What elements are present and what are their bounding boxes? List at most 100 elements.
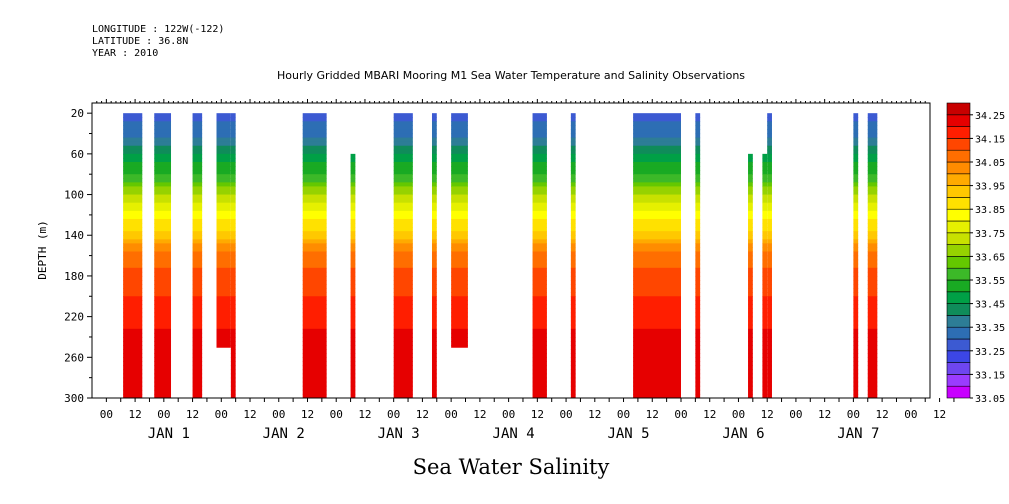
data-cell [431,353,437,358]
data-cell [123,284,143,289]
data-cell [154,255,172,261]
data-cell [230,300,236,306]
data-cell [767,381,772,387]
data-cell [431,206,437,212]
data-cell [302,129,327,135]
data-cell [853,202,859,208]
data-cell [695,263,701,269]
data-cell [393,235,413,240]
data-cell [451,263,468,269]
data-cell [570,149,576,155]
data-cell [695,328,701,334]
data-cell [350,328,356,334]
data-cell [123,206,143,212]
data-cell [451,141,468,147]
data-cell [570,271,576,277]
data-cell [216,149,231,155]
data-cell [748,206,753,212]
data-cell [532,190,547,196]
plot-border [91,102,931,399]
data-cell [154,149,172,155]
data-cell [695,288,701,293]
data-cell [393,324,413,330]
data-cell [762,263,768,269]
data-cell [853,284,859,289]
data-cell [154,304,172,310]
data-cell [123,320,143,326]
data-cell [451,166,468,171]
data-cell [867,239,878,244]
colorbar-label: 33.35 [975,323,1005,334]
data-cell [123,389,143,395]
data-cell [154,271,172,277]
data-cell [633,170,681,175]
data-cell [570,255,576,261]
data-cell [123,194,143,200]
data-cell [393,157,413,163]
data-cell [748,377,753,383]
data-cell [123,312,143,318]
data-cell [695,345,701,350]
data-cell [302,292,327,297]
x-tick-label: 00 [789,408,802,421]
data-cell [431,304,437,310]
x-axis: 00 12 00 12 00 12 00 12 00 12 00 12 00 12 00 12 00 12 00 12… [100,398,955,442]
data-cell [123,385,143,391]
data-cell [230,320,236,326]
data-cell [302,239,327,244]
data-cell [393,373,413,379]
data-cell [532,280,547,285]
data-cell [748,369,753,375]
data-cell [853,304,859,310]
data-cell [853,218,859,224]
colorbar-label: 34.15 [975,134,1005,145]
data-cell [123,271,143,277]
data-cell [192,117,203,122]
data-cell [633,345,681,350]
data-cell [762,345,768,350]
data-cell [532,369,547,375]
data-cell [633,369,681,375]
data-cell [431,113,437,118]
data-cell [748,267,753,273]
data-cell [230,182,236,188]
data-segment [762,153,768,398]
data-cell [853,280,859,285]
data-cell [451,316,468,322]
data-cell [431,235,437,240]
data-cell [762,267,768,273]
data-cell [192,369,203,375]
data-cell [633,332,681,338]
data-cell [853,182,859,188]
data-cell [570,210,576,216]
data-cell [123,332,143,338]
data-cell [695,162,701,167]
data-cell [570,145,576,151]
data-cell [532,361,547,367]
data-cell [192,186,203,192]
data-cell [302,300,327,306]
data-cell [767,231,772,236]
data-cell [767,137,772,143]
data-cell [695,121,701,126]
data-cell [451,239,468,244]
data-cell [302,328,327,334]
data-cell [123,202,143,208]
data-cell [451,137,468,143]
data-cell [767,121,772,126]
data-cell [302,214,327,220]
data-cell [853,243,859,249]
data-cell [570,129,576,135]
data-cell [393,296,413,301]
data-cell [216,320,231,326]
data-cell [532,292,547,297]
data-segment [748,153,753,398]
data-cell [695,141,701,147]
data-cell [216,243,231,249]
data-cell [570,235,576,240]
data-cell [230,304,236,310]
data-cell [302,190,327,196]
data-cell [767,190,772,196]
data-cell [154,341,172,346]
data-cell [350,190,356,196]
